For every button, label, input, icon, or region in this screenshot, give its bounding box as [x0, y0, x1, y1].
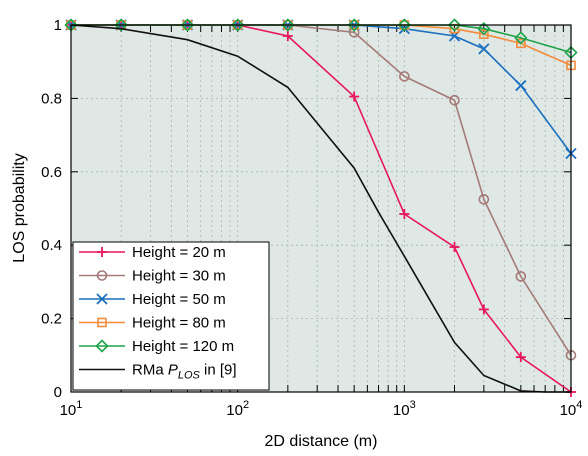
x-tick-label: 102 — [226, 399, 249, 419]
diamond-marker — [114, 18, 128, 32]
diamond-marker — [231, 18, 245, 32]
circle-marker — [478, 194, 490, 205]
legend-item: Height = 30 m — [79, 268, 226, 285]
legend-label: Height = 120 m — [132, 338, 234, 355]
legend-item: RMa PLOS in [9] — [79, 362, 237, 382]
legend: Height = 20 m Height = 30 m Height = 50 m H… — [72, 241, 270, 391]
square-marker — [97, 317, 107, 328]
legend-box — [72, 241, 270, 391]
x-axis-title: 2D distance (m) — [265, 433, 378, 450]
cross-marker-b — [96, 293, 108, 305]
grid-lines — [71, 25, 571, 392]
circle-marker — [399, 71, 410, 82]
circle-marker — [348, 27, 360, 38]
series-6 — [70, 24, 571, 393]
legend-item: Height = 50 m — [79, 291, 226, 308]
y-tick-label: 1 — [54, 17, 62, 34]
y-tick-label: 0.4 — [41, 237, 62, 254]
legend-item: Height = 80 m — [79, 315, 226, 332]
cross-marker-b — [478, 43, 490, 55]
circle-marker — [515, 271, 527, 282]
legend-label: Height = 80 m — [132, 315, 226, 332]
diamond-marker — [514, 31, 528, 45]
diamond-marker — [397, 18, 411, 32]
y-tick-label: 0.6 — [41, 164, 62, 181]
square-marker — [479, 29, 489, 39]
cross-marker-b — [515, 79, 527, 92]
legend-label: RMa PLOS in [9] — [132, 362, 237, 382]
legend-item: Height = 20 m — [79, 244, 226, 261]
square-marker — [516, 38, 526, 49]
x-tick-labels: 101 102 103 104 — [60, 399, 583, 419]
x-tick-label: 103 — [393, 399, 416, 419]
y-axis-title: LOS probability — [11, 153, 28, 262]
x-tick-label: 104 — [560, 399, 583, 419]
diamond-marker — [281, 18, 295, 32]
diamond-marker — [95, 339, 109, 353]
diamond-marker — [477, 22, 491, 36]
legend-label: Height = 50 m — [132, 291, 226, 308]
diamond-marker — [447, 18, 462, 32]
plot-frame — [70, 24, 572, 393]
legend-label: Height = 30 m — [132, 268, 226, 285]
y-tick-label: 0 — [54, 384, 62, 401]
circle-marker — [449, 94, 460, 106]
y-tick-label: 0.8 — [41, 90, 62, 107]
diamond-marker — [180, 18, 195, 32]
diamond-marker — [347, 18, 361, 32]
y-tick-label: 0.2 — [41, 311, 62, 328]
y-tick-labels: 0 0.2 0.4 0.6 0.8 1 — [41, 17, 62, 401]
legend-label: Height = 20 m — [132, 244, 226, 261]
legend-item: Height = 120 m — [79, 338, 234, 355]
x-tick-label: 101 — [60, 399, 83, 419]
circle-marker — [96, 270, 108, 281]
series-line — [70, 24, 571, 393]
